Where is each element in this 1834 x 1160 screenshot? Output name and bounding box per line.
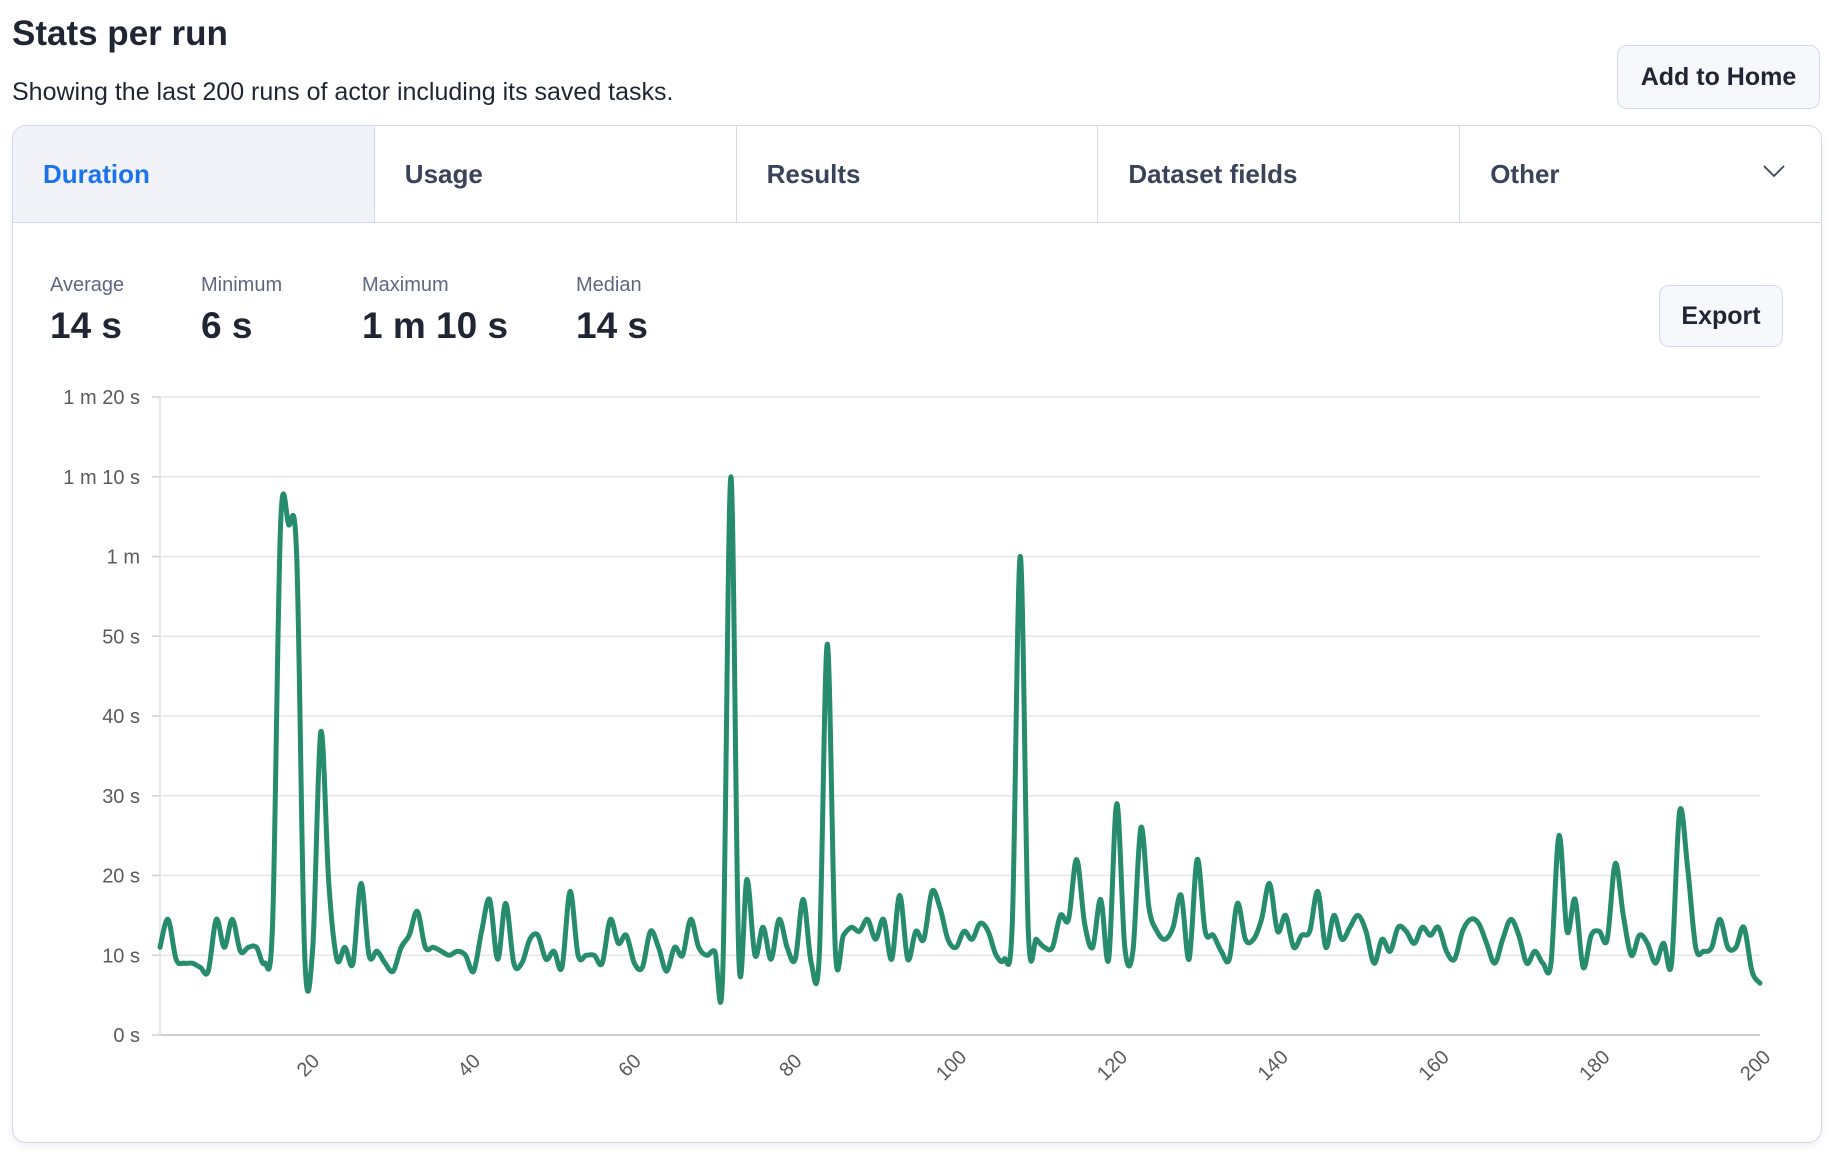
stat-median-value: 14 s: [576, 305, 649, 346]
x-tick-label: 140: [1254, 1046, 1293, 1085]
x-tick-label: 180: [1575, 1046, 1614, 1085]
stat-maximum-value: 1 m 10 s: [362, 305, 509, 346]
x-tick-label: 200: [1736, 1046, 1775, 1085]
page-subtitle: Showing the last 200 runs of actor inclu…: [12, 78, 674, 106]
export-button[interactable]: Export: [1659, 285, 1783, 347]
stat-minimum: Minimum 6 s: [201, 274, 362, 347]
tab-bar: Duration Usage Results Dataset fields Ot…: [13, 126, 1821, 223]
stat-minimum-value: 6 s: [201, 305, 253, 346]
stat-median: Median 14 s: [576, 274, 726, 347]
page-title: Stats per run: [12, 14, 228, 53]
tab-dataset-fields[interactable]: Dataset fields: [1098, 126, 1461, 222]
add-to-home-button[interactable]: Add to Home: [1617, 45, 1820, 109]
y-tick-label: 30 s: [102, 786, 140, 808]
x-tick-label: 160: [1415, 1046, 1454, 1085]
stats-summary: Average 14 s Minimum 6 s Maximum 1 m 10 …: [50, 274, 726, 347]
x-tick-label: 40: [454, 1050, 485, 1081]
y-tick-label: 1 m 10 s: [63, 467, 140, 489]
chevron-down-icon: [1763, 165, 1785, 178]
x-tick-label: 100: [932, 1046, 971, 1085]
stats-card: Duration Usage Results Dataset fields Ot…: [12, 125, 1822, 1143]
y-tick-label: 0 s: [113, 1025, 140, 1047]
stat-maximum: Maximum 1 m 10 s: [362, 274, 576, 347]
y-tick-label: 40 s: [102, 706, 140, 728]
y-tick-label: 50 s: [102, 626, 140, 648]
stat-median-label: Median: [576, 274, 642, 296]
stat-average-label: Average: [50, 274, 125, 296]
stat-average-value: 14 s: [50, 305, 123, 346]
tab-results[interactable]: Results: [737, 126, 1099, 222]
x-tick-label: 120: [1093, 1046, 1132, 1085]
y-tick-label: 1 m: [107, 547, 140, 569]
stat-minimum-label: Minimum: [201, 274, 283, 296]
y-tick-label: 20 s: [102, 866, 140, 888]
y-tick-label: 10 s: [102, 945, 140, 967]
stat-maximum-label: Maximum: [362, 274, 449, 296]
x-tick-label: 80: [775, 1050, 806, 1081]
tab-duration[interactable]: Duration: [13, 126, 375, 222]
tab-other[interactable]: Other: [1460, 126, 1821, 222]
stat-average: Average 14 s: [50, 274, 201, 347]
x-tick-label: 60: [614, 1050, 645, 1081]
tab-other-label: Other: [1490, 158, 1560, 189]
tab-usage[interactable]: Usage: [375, 126, 737, 222]
x-tick-label: 20: [293, 1050, 324, 1081]
duration-series-line: [157, 474, 1763, 1005]
y-tick-label: 1 m 20 s: [63, 387, 140, 409]
